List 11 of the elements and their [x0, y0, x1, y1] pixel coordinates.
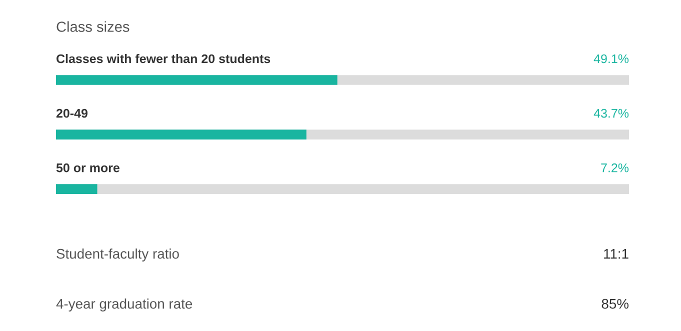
data-label: 43.7% [594, 108, 629, 118]
text: 11:1 [604, 249, 628, 259]
chart-title: Class sizes [56, 21, 130, 32]
data-label: 7.2% [601, 163, 629, 172]
data-label: 49.1% [594, 54, 629, 64]
y-tick-label: 20-49 [56, 108, 88, 118]
text: 85% [602, 298, 629, 309]
text: Student-faculty ratio [56, 248, 179, 262]
y-tick-label: 50 or more [56, 163, 120, 172]
y-tick-label: Classes with fewer than 20 students [56, 54, 270, 64]
text: 4-year graduation rate [56, 298, 192, 312]
